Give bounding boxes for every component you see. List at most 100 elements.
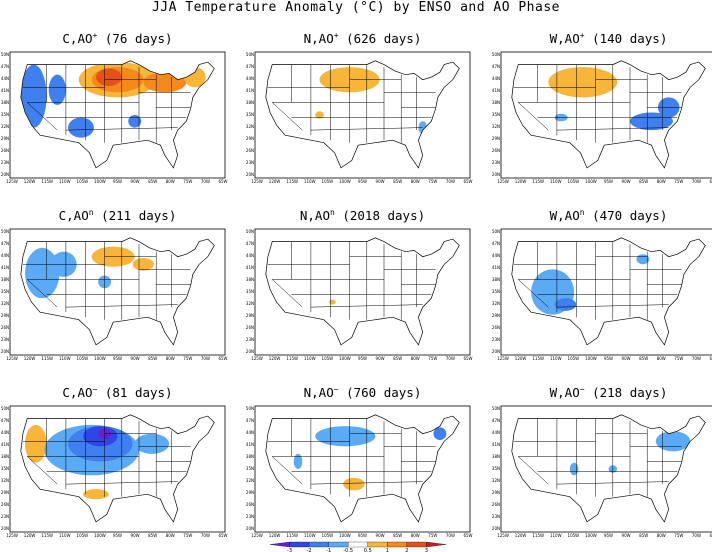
panel-title-n-aoplus: N,AO+ (626 days) bbox=[255, 31, 470, 46]
us-outline bbox=[511, 60, 706, 169]
anomaly-patch bbox=[433, 427, 447, 441]
anomaly-patch bbox=[554, 298, 577, 311]
lon-tick-label: 125W bbox=[497, 179, 509, 184]
lon-tick-label: 105W bbox=[568, 356, 580, 361]
state-line bbox=[556, 304, 669, 308]
lat-tick-label: 44N bbox=[246, 76, 254, 81]
map-panel-c-aoplus: 50N 47N 44N 41N 38N 35N 32N 29N 26N 23N 20N 125W 120… bbox=[1, 51, 228, 184]
lon-tick-label: 80W bbox=[411, 356, 420, 361]
lon-tick-label: 120W bbox=[24, 356, 36, 361]
state-line bbox=[65, 127, 178, 131]
lon-tick-label: 65W bbox=[218, 356, 227, 361]
lon-tick-label: 90W bbox=[131, 179, 140, 184]
colorbar-label: 1 bbox=[386, 548, 389, 552]
panel-enso-label: C bbox=[62, 385, 70, 401]
colorbar-label: -2 bbox=[307, 548, 312, 552]
lon-tick-label: 105W bbox=[568, 179, 580, 184]
lon-tick-label: 115W bbox=[286, 533, 298, 538]
lon-tick-label: 105W bbox=[322, 533, 334, 538]
lon-tick-label: 80W bbox=[166, 356, 175, 361]
lat-tick-label: 20N bbox=[492, 172, 500, 177]
lat-tick-label: 23N bbox=[1, 160, 9, 165]
anomaly-shading bbox=[25, 424, 170, 500]
lon-tick-label: 125W bbox=[6, 356, 18, 361]
lat-tick-label: 41N bbox=[246, 88, 254, 93]
colorbar-swatch bbox=[406, 541, 427, 548]
lon-tick-label: 110W bbox=[304, 533, 316, 538]
lon-tick-label: 75W bbox=[183, 533, 192, 538]
lat-tick-label: 38N bbox=[1, 277, 9, 282]
lon-tick-label: 70W bbox=[692, 179, 701, 184]
state-line bbox=[27, 456, 58, 485]
colorbar-swatch bbox=[289, 541, 310, 548]
map-panel-n-aominus: 50N 47N 44N 41N 38N 35N 32N 29N 26N 23N 20N 125W 120… bbox=[246, 405, 473, 538]
panel-ao-label: ,AO bbox=[69, 31, 93, 47]
lat-tick-label: 26N bbox=[492, 502, 500, 507]
lat-tick-label: 35N bbox=[492, 289, 500, 294]
lat-tick-label: 35N bbox=[492, 466, 500, 471]
lat-tick-label: 26N bbox=[1, 325, 9, 330]
us-outline bbox=[265, 237, 460, 346]
panel-ao-phase: n bbox=[88, 208, 94, 217]
lat-tick-label: 47N bbox=[1, 241, 9, 246]
lon-tick-label: 75W bbox=[674, 356, 683, 361]
panel-days: (2018 days) bbox=[334, 208, 426, 224]
state-boundaries bbox=[22, 64, 191, 143]
lat-tick-label: 47N bbox=[1, 64, 9, 69]
lon-tick-label: 125W bbox=[251, 533, 263, 538]
lat-tick-label: 50N bbox=[1, 229, 9, 234]
lon-tick-label: 120W bbox=[515, 179, 527, 184]
panel-title-c-aominus: C,AO− (81 days) bbox=[10, 385, 225, 400]
state-boundaries bbox=[513, 241, 682, 320]
lat-tick-label: 35N bbox=[492, 112, 500, 117]
lon-tick-label: 75W bbox=[183, 179, 192, 184]
lat-tick-label: 47N bbox=[246, 64, 254, 69]
lat-tick-label: 20N bbox=[1, 172, 9, 177]
lon-tick-label: 115W bbox=[532, 179, 544, 184]
lon-tick-label: 115W bbox=[41, 179, 53, 184]
state-boundaries bbox=[513, 64, 682, 143]
colorbar-label: -3 bbox=[287, 548, 292, 552]
state-line bbox=[272, 279, 303, 308]
state-boundaries bbox=[267, 418, 436, 497]
lat-tick-label: 38N bbox=[246, 277, 254, 282]
lon-tick-label: 85W bbox=[393, 356, 402, 361]
panel-enso-label: W bbox=[549, 31, 558, 47]
lat-tick-label: 50N bbox=[1, 406, 9, 411]
lon-tick-label: 65W bbox=[463, 533, 472, 538]
lat-tick-label: 29N bbox=[492, 136, 500, 141]
lat-tick-label: 26N bbox=[492, 325, 500, 330]
lat-tick-label: 50N bbox=[492, 229, 500, 234]
panel-ao-label: ,AO bbox=[311, 31, 334, 47]
anomaly-patch bbox=[128, 115, 142, 128]
lat-tick-label: 44N bbox=[1, 430, 9, 435]
panel-title-c-aoplus: C,AO+ (76 days) bbox=[10, 31, 225, 46]
anomaly-patch bbox=[343, 477, 365, 491]
map-panel-w-aoplus: 50N 47N 44N 41N 38N 35N 32N 29N 26N 23N 20N 125W 120… bbox=[492, 51, 712, 184]
lon-tick-label: 115W bbox=[532, 356, 544, 361]
lat-tick-label: 41N bbox=[246, 265, 254, 270]
colorbar-label: 3 bbox=[425, 548, 428, 552]
anomaly-patch bbox=[293, 453, 303, 469]
lat-tick-label: 38N bbox=[246, 100, 254, 105]
lat-tick-label: 20N bbox=[246, 526, 254, 531]
lat-tick-label: 23N bbox=[1, 337, 9, 342]
lat-tick-label: 20N bbox=[246, 172, 254, 177]
lat-tick-label: 41N bbox=[1, 88, 9, 93]
lon-tick-label: 120W bbox=[24, 533, 36, 538]
lat-tick-label: 32N bbox=[1, 124, 9, 129]
lat-tick-label: 26N bbox=[246, 325, 254, 330]
panel-ao-phase: + bbox=[92, 31, 98, 40]
us-outline bbox=[265, 60, 460, 169]
panel-ao-label: ,AO bbox=[557, 208, 580, 224]
lat-tick-label: 32N bbox=[492, 301, 500, 306]
lat-tick-label: 38N bbox=[1, 454, 9, 459]
lon-tick-label: 65W bbox=[709, 356, 712, 361]
lon-tick-label: 105W bbox=[322, 179, 334, 184]
lat-tick-label: 29N bbox=[492, 313, 500, 318]
colorbar-swatch bbox=[367, 541, 388, 548]
lat-tick-label: 50N bbox=[492, 52, 500, 57]
lon-tick-label: 110W bbox=[550, 179, 562, 184]
anomaly-patch bbox=[48, 74, 66, 105]
